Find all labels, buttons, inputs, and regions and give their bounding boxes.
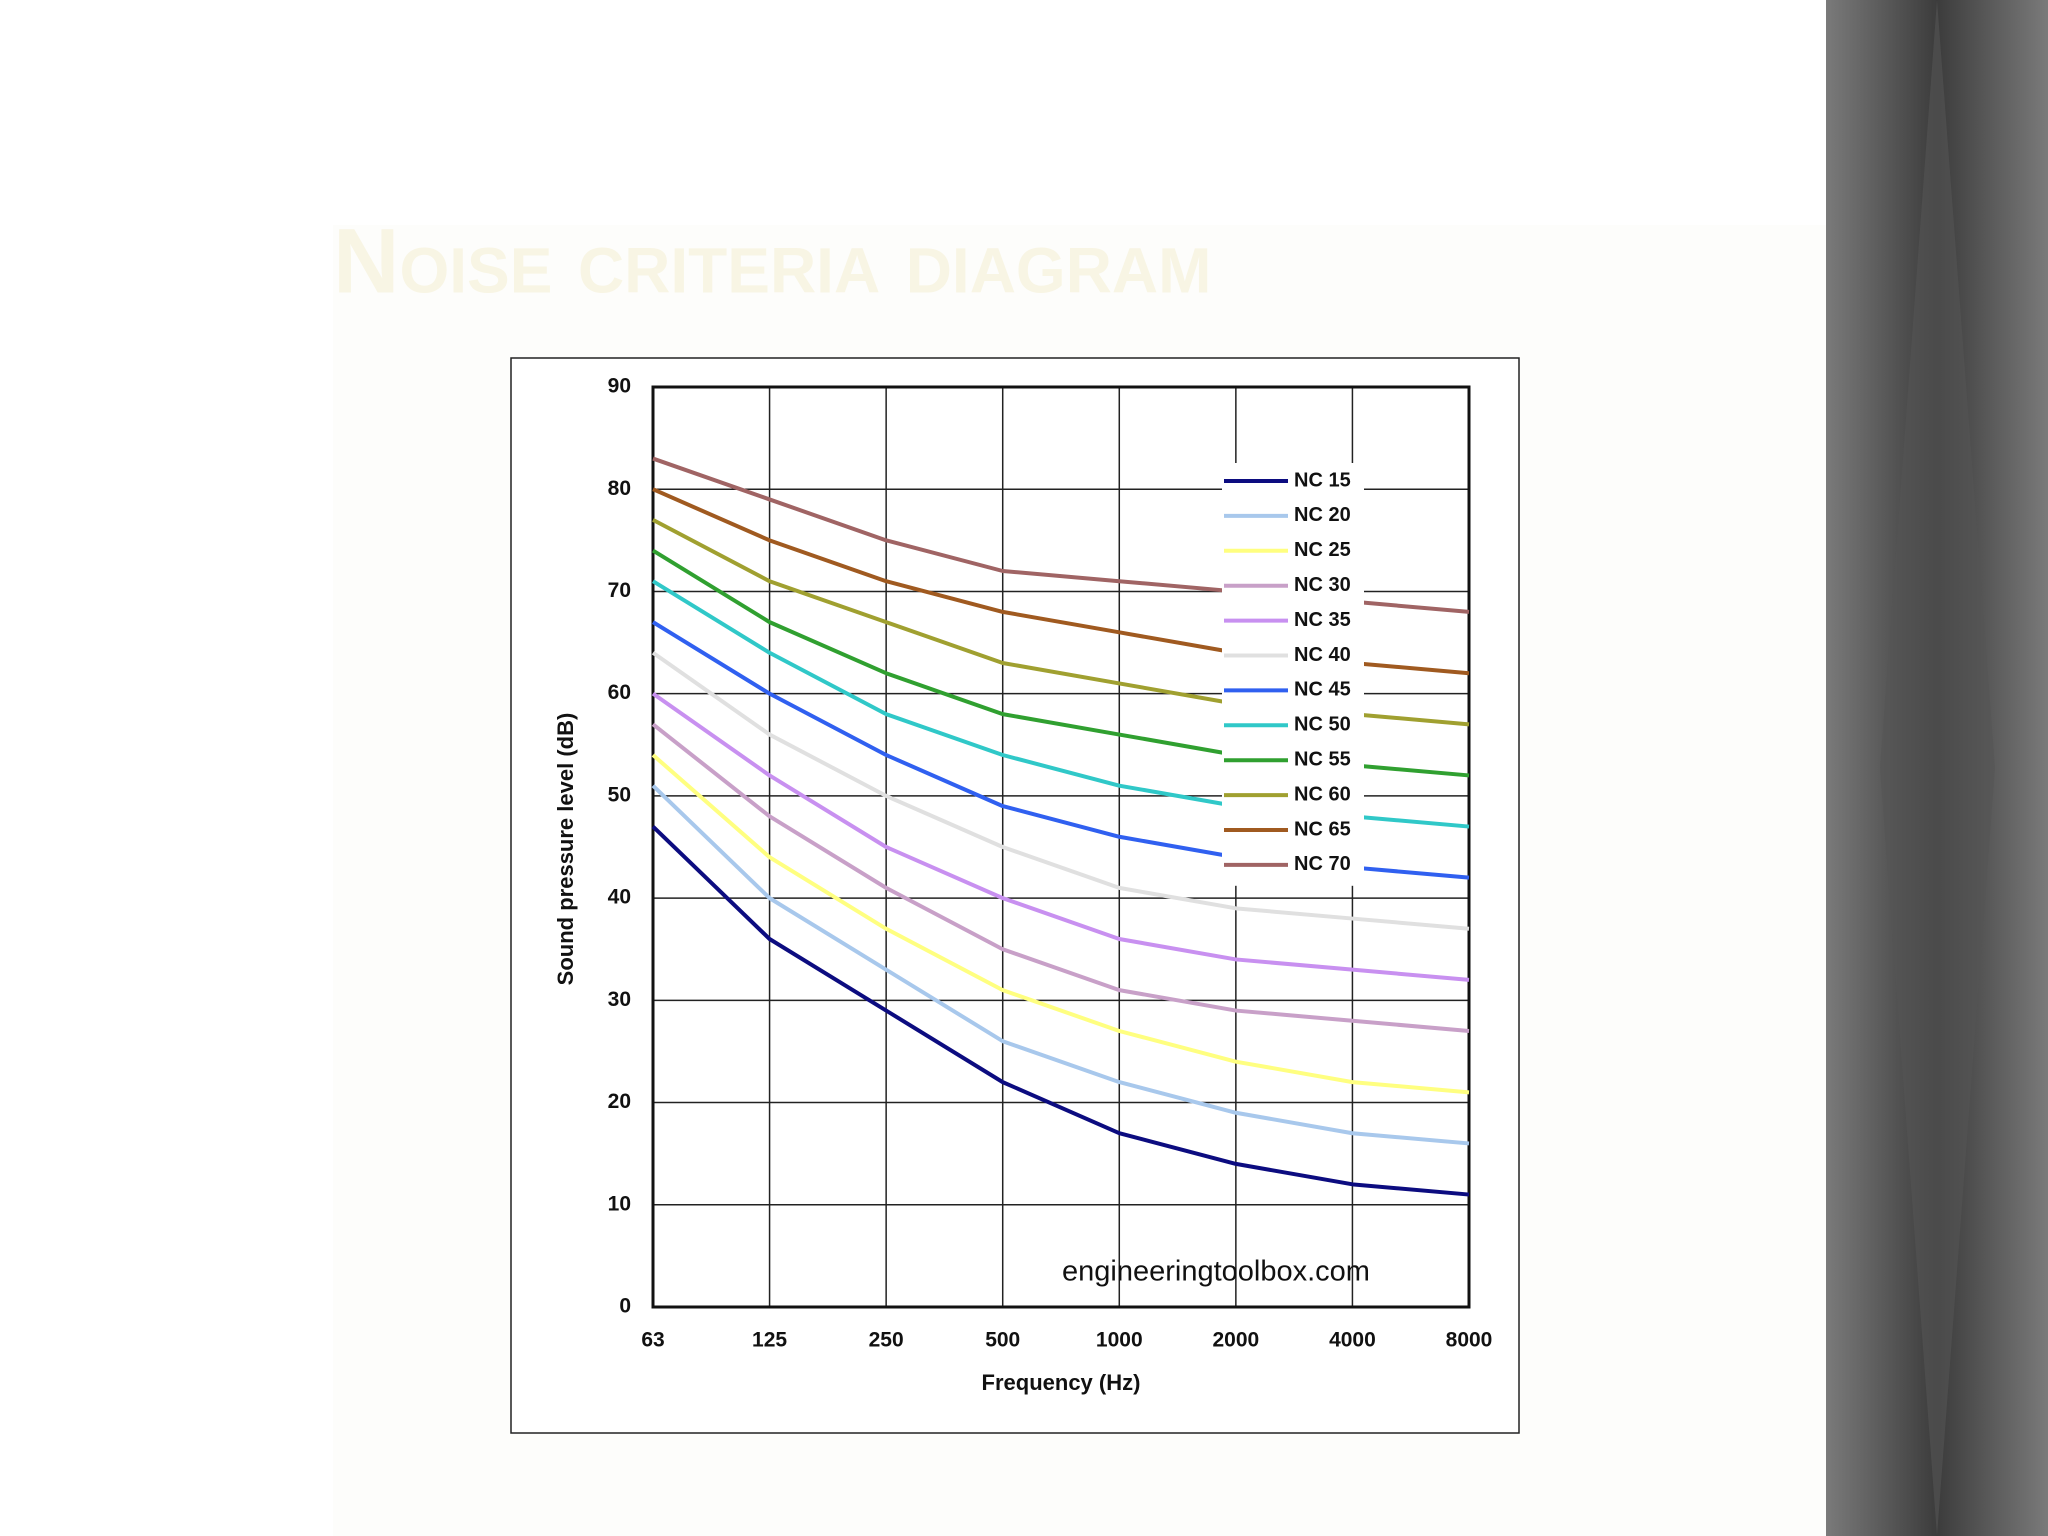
y-tick-label: 40 [608,886,631,909]
series-line [651,651,1470,931]
x-tick-label: 250 [869,1329,904,1352]
y-tick-label: 20 [608,1090,631,1113]
x-tick-label: 125 [752,1329,787,1352]
x-tick-label: 63 [641,1329,664,1352]
series-line [651,753,1470,1095]
y-axis-label: Sound pressure level (dB) [553,713,578,986]
slide-title: Noise criteria diagram [333,210,1211,312]
y-tick-label: 90 [608,375,631,398]
legend-box [1222,463,1364,886]
y-tick-label: 70 [608,579,631,602]
x-tick-label: 8000 [1446,1329,1493,1352]
series-line [651,722,1470,1033]
x-axis-label: Frequency (Hz) [982,1370,1141,1395]
legend-label: NC 55 [1294,748,1351,770]
legend-label: NC 25 [1294,539,1351,561]
x-tick-label: 1000 [1096,1329,1143,1352]
legend-label: NC 20 [1294,504,1351,526]
plot-border [651,385,1471,1309]
watermark: engineeringtoolbox.com [1062,1256,1370,1288]
legend-label: NC 30 [1294,574,1351,596]
x-tick-label: 4000 [1329,1329,1376,1352]
legend-label: NC 15 [1294,469,1351,491]
legend-label: NC 45 [1294,679,1351,701]
y-tick-label: 30 [608,988,631,1011]
side-decoration [1880,0,1995,1536]
legend-label: NC 50 [1294,714,1351,736]
legend-label: NC 60 [1294,783,1351,805]
series-line [651,825,1470,1197]
legend-label: NC 35 [1294,609,1351,631]
y-tick-label: 80 [608,477,631,500]
series-line [651,784,1470,1146]
legend-label: NC 70 [1294,853,1351,875]
x-tick-label: 2000 [1212,1329,1259,1352]
legend-label: NC 40 [1294,644,1351,666]
y-tick-label: 0 [619,1295,631,1318]
series-line [651,692,1470,982]
y-tick-label: 60 [608,681,631,704]
legend-label: NC 65 [1294,818,1351,840]
x-tick-label: 500 [985,1329,1020,1352]
y-tick-label: 10 [608,1192,631,1215]
y-tick-label: 50 [608,783,631,806]
